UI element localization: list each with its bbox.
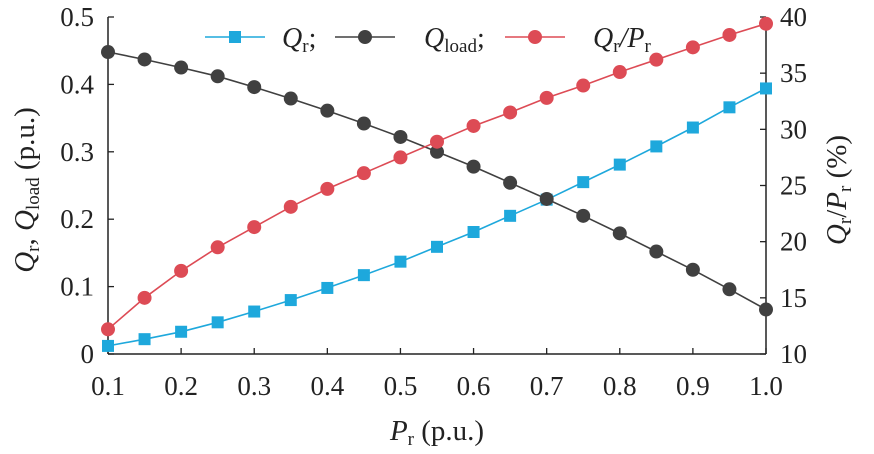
x-tick-label: 0.7 xyxy=(530,371,564,401)
y-right-tick-label: 10 xyxy=(780,339,807,369)
data-point-square xyxy=(284,294,297,307)
data-point-circle xyxy=(503,105,518,120)
x-tick-label: 0.6 xyxy=(457,371,491,401)
data-point-circle xyxy=(466,118,481,133)
data-point-circle xyxy=(393,129,408,144)
data-point-circle xyxy=(539,90,554,105)
y-left-tick-label: 0 xyxy=(81,339,95,369)
series-line-1 xyxy=(107,51,767,311)
data-point-square xyxy=(431,240,443,253)
data-point-square xyxy=(504,209,517,222)
data-point-square xyxy=(321,281,334,294)
x-tick-label: 0.9 xyxy=(676,371,710,401)
data-point-circle xyxy=(539,191,554,206)
x-tick-label: 1.0 xyxy=(749,371,783,401)
x-tick-label: 0.3 xyxy=(237,371,271,401)
data-point-circle xyxy=(722,27,737,42)
x-tick-label: 0.5 xyxy=(384,371,418,401)
data-point-square xyxy=(138,333,151,346)
series-layer xyxy=(101,16,773,352)
data-point-circle xyxy=(466,159,481,174)
data-point-circle xyxy=(430,144,444,159)
ticks: 0.1 0.2 0.3 0.4 0.5 0.6 0.7 0.8 0.9 1.000.10.20.3… xyxy=(60,2,807,401)
data-point-square xyxy=(211,316,224,329)
data-point-circle xyxy=(649,52,664,67)
data-point-square xyxy=(686,121,699,134)
data-point-circle xyxy=(685,40,700,55)
data-point-circle xyxy=(247,220,262,235)
data-point-square xyxy=(102,339,114,352)
data-point-square xyxy=(577,176,590,189)
data-point-circle xyxy=(612,226,627,241)
y-left-tick-label: 0.1 xyxy=(60,272,94,302)
data-point-square xyxy=(394,255,407,268)
data-point-circle xyxy=(356,166,371,181)
series-line-2 xyxy=(107,22,767,330)
data-point-square xyxy=(175,325,188,338)
data-point-circle xyxy=(210,69,225,84)
data-point-circle xyxy=(759,302,773,317)
x-tick-label: 0.4 xyxy=(310,371,344,401)
data-point-circle xyxy=(722,282,737,297)
data-point-circle xyxy=(612,65,627,80)
data-point-circle xyxy=(320,181,335,196)
legend-label-qload: Qload; xyxy=(424,23,485,57)
series-line-0 xyxy=(107,87,767,347)
y-left-tick-label: 0.5 xyxy=(60,2,94,32)
y-right-axis-label: Qr/Pr (%) xyxy=(821,135,856,245)
y-right-tick-label: 20 xyxy=(780,227,807,257)
y-right-tick-label: 30 xyxy=(780,114,807,144)
legend-marker-2 xyxy=(528,30,542,44)
axis-labels: Pr (p.u.) Qr, Qload (p.u.) Qr/Pr (%) xyxy=(9,107,856,450)
legend: Qr; Qload; Qr/Pr xyxy=(205,23,651,57)
data-point-circle xyxy=(101,45,115,60)
x-tick-label: 0.1 xyxy=(91,371,125,401)
data-point-circle xyxy=(283,199,298,214)
data-point-circle xyxy=(137,52,152,67)
y-right-tick-label: 40 xyxy=(780,2,807,32)
y-right-tick-label: 25 xyxy=(780,171,807,201)
data-point-square xyxy=(248,305,261,318)
y-left-tick-label: 0.3 xyxy=(60,137,94,167)
legend-label-qr-pr: Qr/Pr xyxy=(593,23,651,57)
y-left-tick-label: 0.4 xyxy=(60,69,94,99)
data-point-circle xyxy=(101,322,115,337)
x-tick-label: 0.2 xyxy=(164,371,198,401)
data-point-circle xyxy=(283,91,298,106)
y-right-tick-label: 35 xyxy=(780,58,807,88)
y-left-tick-label: 0.2 xyxy=(60,204,94,234)
data-point-circle xyxy=(576,208,591,223)
data-point-square xyxy=(760,82,772,95)
data-point-circle xyxy=(356,116,371,131)
y-right-tick-label: 15 xyxy=(780,283,807,313)
data-point-circle xyxy=(759,16,773,31)
legend-marker-1 xyxy=(358,30,372,44)
legend-marker-0 xyxy=(229,31,241,43)
data-point-circle xyxy=(137,290,152,305)
x-tick-label: 0.8 xyxy=(603,371,637,401)
axes xyxy=(107,17,767,355)
data-point-circle xyxy=(210,240,225,255)
data-point-circle xyxy=(320,103,335,118)
data-point-circle xyxy=(685,262,700,277)
data-point-circle xyxy=(576,78,591,93)
data-point-square xyxy=(650,140,663,153)
data-point-circle xyxy=(430,134,444,149)
x-axis-label: Pr (p.u.) xyxy=(389,415,484,450)
data-point-square xyxy=(357,269,370,282)
data-point-square xyxy=(467,226,480,239)
y-left-axis-label: Qr, Qload (p.u.) xyxy=(9,107,44,273)
data-point-square xyxy=(613,158,626,171)
data-point-circle xyxy=(503,175,518,190)
data-point-circle xyxy=(393,150,408,165)
data-point-square xyxy=(723,101,736,114)
legend-label-qr: Qr; xyxy=(282,23,316,57)
data-point-circle xyxy=(247,80,262,95)
data-point-circle xyxy=(174,60,189,75)
data-point-circle xyxy=(649,244,664,259)
data-point-circle xyxy=(174,263,189,278)
